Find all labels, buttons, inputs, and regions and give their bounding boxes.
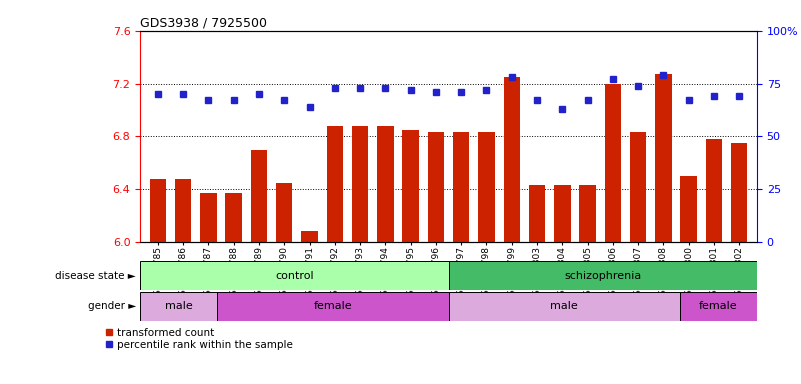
Bar (140, 292, 217, 321)
Bar (428, 132, 444, 242)
Bar (680, 292, 757, 321)
Bar (276, 182, 292, 242)
Text: gender ►: gender ► (88, 301, 136, 311)
Bar (579, 185, 596, 242)
Bar (327, 126, 343, 242)
Bar (301, 231, 318, 242)
Bar (449, 292, 680, 321)
Bar (140, 261, 449, 290)
Bar (449, 261, 757, 290)
Bar (731, 143, 747, 242)
Text: GDS3938 / 7925500: GDS3938 / 7925500 (140, 17, 268, 30)
Text: female: female (314, 301, 352, 311)
Bar (217, 292, 449, 321)
Bar (605, 83, 621, 242)
Text: male: male (165, 301, 192, 311)
Text: female: female (699, 301, 738, 311)
Text: schizophrenia: schizophrenia (564, 270, 642, 281)
Bar (352, 126, 368, 242)
Text: male: male (550, 301, 578, 311)
Bar (630, 132, 646, 242)
Bar (402, 130, 419, 242)
Bar (226, 193, 242, 242)
Bar (554, 185, 570, 242)
Bar (251, 149, 268, 242)
Bar (504, 77, 520, 242)
Bar (175, 179, 191, 242)
Bar (681, 176, 697, 242)
Bar (453, 132, 469, 242)
Text: control: control (275, 270, 314, 281)
Bar (529, 185, 545, 242)
Bar (478, 132, 495, 242)
Bar (377, 126, 393, 242)
Text: disease state ►: disease state ► (55, 270, 136, 281)
Bar (706, 139, 723, 242)
Bar (655, 74, 671, 242)
Legend: transformed count, percentile rank within the sample: transformed count, percentile rank withi… (106, 328, 292, 350)
Bar (150, 179, 166, 242)
Bar (200, 193, 216, 242)
